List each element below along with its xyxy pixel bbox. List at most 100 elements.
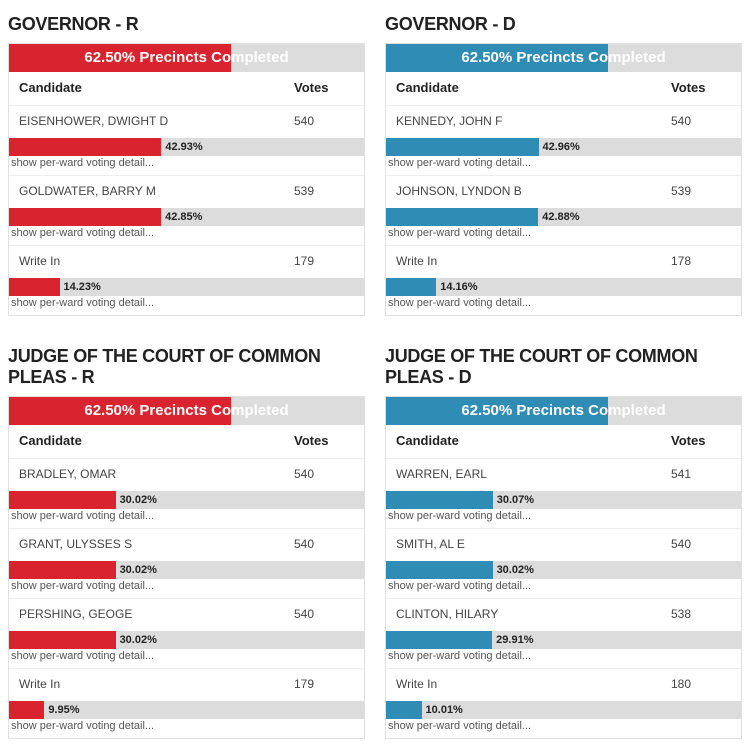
vote-bar: 30.02%: [9, 631, 364, 649]
vote-bar-fill: [386, 631, 492, 649]
candidate-name: EISENHOWER, DWIGHT D: [19, 114, 294, 128]
candidate-row: Write In179: [9, 668, 364, 701]
candidate-name: CLINTON, HILARY: [396, 607, 671, 621]
per-ward-detail-link[interactable]: show per-ward voting detail...: [386, 156, 741, 175]
vote-bar: 14.16%: [386, 278, 741, 296]
table-header: CandidateVotes: [9, 72, 364, 105]
candidate-block: Write In18010.01%show per-ward voting de…: [386, 668, 741, 738]
per-ward-detail-link[interactable]: show per-ward voting detail...: [386, 579, 741, 598]
per-ward-detail-link[interactable]: show per-ward voting detail...: [9, 296, 364, 315]
per-ward-detail-link[interactable]: show per-ward voting detail...: [386, 649, 741, 668]
per-ward-detail-link[interactable]: show per-ward voting detail...: [9, 579, 364, 598]
candidate-name: Write In: [396, 677, 671, 691]
candidate-votes: 179: [294, 677, 354, 691]
vote-bar-fill: [386, 138, 539, 156]
vote-bar-pct: 42.96%: [539, 138, 580, 156]
vote-bar-fill: [9, 208, 161, 226]
candidate-row: PERSHING, GEOGE540: [9, 598, 364, 631]
candidate-header: Candidate: [396, 433, 671, 448]
candidate-block: Write In17914.23%show per-ward voting de…: [9, 245, 364, 315]
table-header: CandidateVotes: [386, 425, 741, 458]
votes-header: Votes: [671, 80, 731, 95]
precincts-label: 62.50% Precincts Completed: [9, 44, 364, 72]
vote-bar-pct: 30.02%: [116, 561, 157, 579]
vote-bar-pct: 14.23%: [60, 278, 101, 296]
candidate-block: EISENHOWER, DWIGHT D54042.93%show per-wa…: [9, 105, 364, 175]
candidate-votes: 540: [671, 114, 731, 128]
results-grid: GOVERNOR - R62.50% Precincts CompletedCa…: [8, 8, 742, 739]
vote-bar-pct: 42.85%: [161, 208, 202, 226]
precincts-bar: 62.50% Precincts Completed: [9, 44, 364, 72]
vote-bar-fill: [9, 561, 116, 579]
candidate-name: BRADLEY, OMAR: [19, 467, 294, 481]
precincts-bar: 62.50% Precincts Completed: [9, 397, 364, 425]
per-ward-detail-link[interactable]: show per-ward voting detail...: [9, 509, 364, 528]
race-title: JUDGE OF THE COURT OF COMMON PLEAS - R: [8, 340, 365, 396]
per-ward-detail-link[interactable]: show per-ward voting detail...: [386, 509, 741, 528]
candidate-row: CLINTON, HILARY538: [386, 598, 741, 631]
candidate-votes: 539: [671, 184, 731, 198]
candidate-row: SMITH, AL E540: [386, 528, 741, 561]
precincts-bar: 62.50% Precincts Completed: [386, 397, 741, 425]
vote-bar-pct: 30.02%: [493, 561, 534, 579]
candidate-name: Write In: [19, 254, 294, 268]
candidate-votes: 180: [671, 677, 731, 691]
vote-bar-pct: 9.95%: [44, 701, 79, 719]
vote-bar: 30.07%: [386, 491, 741, 509]
candidate-block: SMITH, AL E54030.02%show per-ward voting…: [386, 528, 741, 598]
candidate-row: KENNEDY, JOHN F540: [386, 105, 741, 138]
candidate-block: KENNEDY, JOHN F54042.96%show per-ward vo…: [386, 105, 741, 175]
vote-bar-pct: 30.07%: [493, 491, 534, 509]
candidate-row: WARREN, EARL541: [386, 458, 741, 491]
vote-bar-fill: [9, 631, 116, 649]
precincts-label: 62.50% Precincts Completed: [9, 397, 364, 425]
candidate-block: Write In17814.16%show per-ward voting de…: [386, 245, 741, 315]
candidate-row: Write In178: [386, 245, 741, 278]
race-title: GOVERNOR - D: [385, 8, 742, 43]
candidate-header: Candidate: [19, 80, 294, 95]
per-ward-detail-link[interactable]: show per-ward voting detail...: [9, 649, 364, 668]
race-column: JUDGE OF THE COURT OF COMMON PLEAS - R62…: [8, 340, 365, 739]
per-ward-detail-link[interactable]: show per-ward voting detail...: [9, 156, 364, 175]
candidate-votes: 540: [294, 537, 354, 551]
candidate-block: GRANT, ULYSSES S54030.02%show per-ward v…: [9, 528, 364, 598]
table-header: CandidateVotes: [386, 72, 741, 105]
vote-bar-pct: 42.93%: [161, 138, 202, 156]
vote-bar-fill: [386, 491, 493, 509]
candidate-name: PERSHING, GEOGE: [19, 607, 294, 621]
candidate-row: JOHNSON, LYNDON B539: [386, 175, 741, 208]
vote-bar-pct: 30.02%: [116, 491, 157, 509]
votes-header: Votes: [294, 80, 354, 95]
vote-bar-fill: [386, 278, 436, 296]
vote-bar: 30.02%: [386, 561, 741, 579]
candidate-block: JOHNSON, LYNDON B53942.88%show per-ward …: [386, 175, 741, 245]
candidate-block: WARREN, EARL54130.07%show per-ward votin…: [386, 458, 741, 528]
candidate-block: GOLDWATER, BARRY M53942.85%show per-ward…: [9, 175, 364, 245]
candidate-block: Write In1799.95%show per-ward voting det…: [9, 668, 364, 738]
candidate-row: Write In180: [386, 668, 741, 701]
candidate-name: GRANT, ULYSSES S: [19, 537, 294, 551]
vote-bar-pct: 10.01%: [422, 701, 463, 719]
per-ward-detail-link[interactable]: show per-ward voting detail...: [9, 226, 364, 245]
precincts-label: 62.50% Precincts Completed: [386, 44, 741, 72]
vote-bar-fill: [386, 561, 493, 579]
candidate-name: KENNEDY, JOHN F: [396, 114, 671, 128]
vote-bar-pct: 14.16%: [436, 278, 477, 296]
candidate-block: PERSHING, GEOGE54030.02%show per-ward vo…: [9, 598, 364, 668]
candidate-header: Candidate: [19, 433, 294, 448]
per-ward-detail-link[interactable]: show per-ward voting detail...: [386, 719, 741, 738]
vote-bar-fill: [9, 701, 44, 719]
per-ward-detail-link[interactable]: show per-ward voting detail...: [9, 719, 364, 738]
candidate-header: Candidate: [396, 80, 671, 95]
candidate-row: GRANT, ULYSSES S540: [9, 528, 364, 561]
candidate-name: GOLDWATER, BARRY M: [19, 184, 294, 198]
per-ward-detail-link[interactable]: show per-ward voting detail...: [386, 296, 741, 315]
vote-bar-fill: [9, 138, 161, 156]
candidate-block: CLINTON, HILARY53829.91%show per-ward vo…: [386, 598, 741, 668]
per-ward-detail-link[interactable]: show per-ward voting detail...: [386, 226, 741, 245]
candidate-votes: 540: [294, 467, 354, 481]
race-card: 62.50% Precincts CompletedCandidateVotes…: [8, 396, 365, 739]
vote-bar: 10.01%: [386, 701, 741, 719]
race-card: 62.50% Precincts CompletedCandidateVotes…: [385, 43, 742, 316]
vote-bar: 42.88%: [386, 208, 741, 226]
